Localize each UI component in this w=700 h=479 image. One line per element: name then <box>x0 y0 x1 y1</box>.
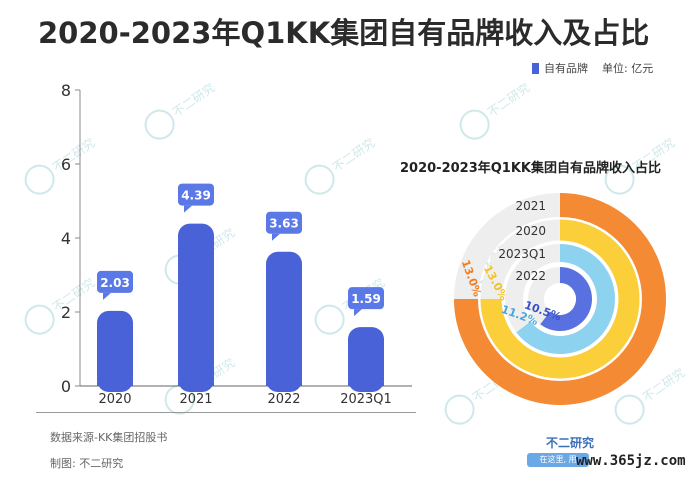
maker-note: 制图: 不二研究 <box>50 457 124 470</box>
bar <box>97 310 133 392</box>
x-tick-label: 2021 <box>179 392 212 407</box>
data-label-pointer <box>103 292 111 300</box>
x-tick-label: 2023Q1 <box>340 392 392 407</box>
bar-base <box>348 382 384 386</box>
bar <box>348 327 384 392</box>
ring-category-label: 2020 <box>515 224 546 238</box>
ring-segment <box>540 267 592 331</box>
ring-category-label: 2023Q1 <box>498 247 546 261</box>
footer-divider <box>36 412 416 413</box>
bar-chart: 0 2 4 6 8 2.03 2020 4.39 2021 3.63 2022 1.59 2023Q1 <box>61 81 412 407</box>
data-label-pointer <box>184 205 192 213</box>
ring-segment <box>480 219 640 379</box>
data-label-bubble <box>266 211 302 234</box>
legend-swatch <box>532 62 539 74</box>
y-tick-label: 0 <box>61 377 71 396</box>
brand-slogan: 在这里, 用 <box>527 453 589 467</box>
bar-base <box>266 382 302 386</box>
y-tick-label: 4 <box>61 229 71 248</box>
data-label-bubble <box>97 270 133 293</box>
data-label-pointer <box>354 309 362 317</box>
data-label-bubble <box>348 287 384 310</box>
legend: 自有品牌 单位: 亿元 <box>532 60 653 76</box>
chart-title: 2020-2023年Q1KK集团自有品牌收入及占比 <box>38 16 650 50</box>
y-tick-label: 6 <box>61 155 71 174</box>
data-label-bubble <box>178 183 214 206</box>
brand-name: 不二研究 <box>546 436 595 450</box>
bar-base <box>178 382 214 386</box>
ring-segment <box>516 244 615 354</box>
ring-category-label: 2021 <box>515 199 546 213</box>
y-tick-label: 8 <box>61 81 71 100</box>
data-label: 3.63 <box>269 217 299 231</box>
data-label: 4.39 <box>181 189 211 203</box>
bar-base <box>97 382 133 386</box>
ring-category-label: 2022 <box>515 269 546 283</box>
source-note: 数据来源-KK集团招股书 <box>50 431 168 444</box>
donut-title: 2020-2023年Q1KK集团自有品牌收入占比 <box>400 161 662 176</box>
ring-segment <box>454 193 666 405</box>
x-tick-label: 2022 <box>267 392 300 407</box>
data-label: 2.03 <box>100 276 130 290</box>
data-label-pointer <box>272 233 280 241</box>
unit-label: 单位: 亿元 <box>602 62 654 75</box>
x-tick-label: 2020 <box>98 392 131 407</box>
data-label: 1.59 <box>351 292 381 306</box>
watermark-url: www.365jz.com <box>576 453 686 469</box>
bar <box>178 223 214 392</box>
bar <box>266 251 302 392</box>
legend-label: 自有品牌 <box>544 62 588 75</box>
y-tick-label: 2 <box>61 303 71 322</box>
